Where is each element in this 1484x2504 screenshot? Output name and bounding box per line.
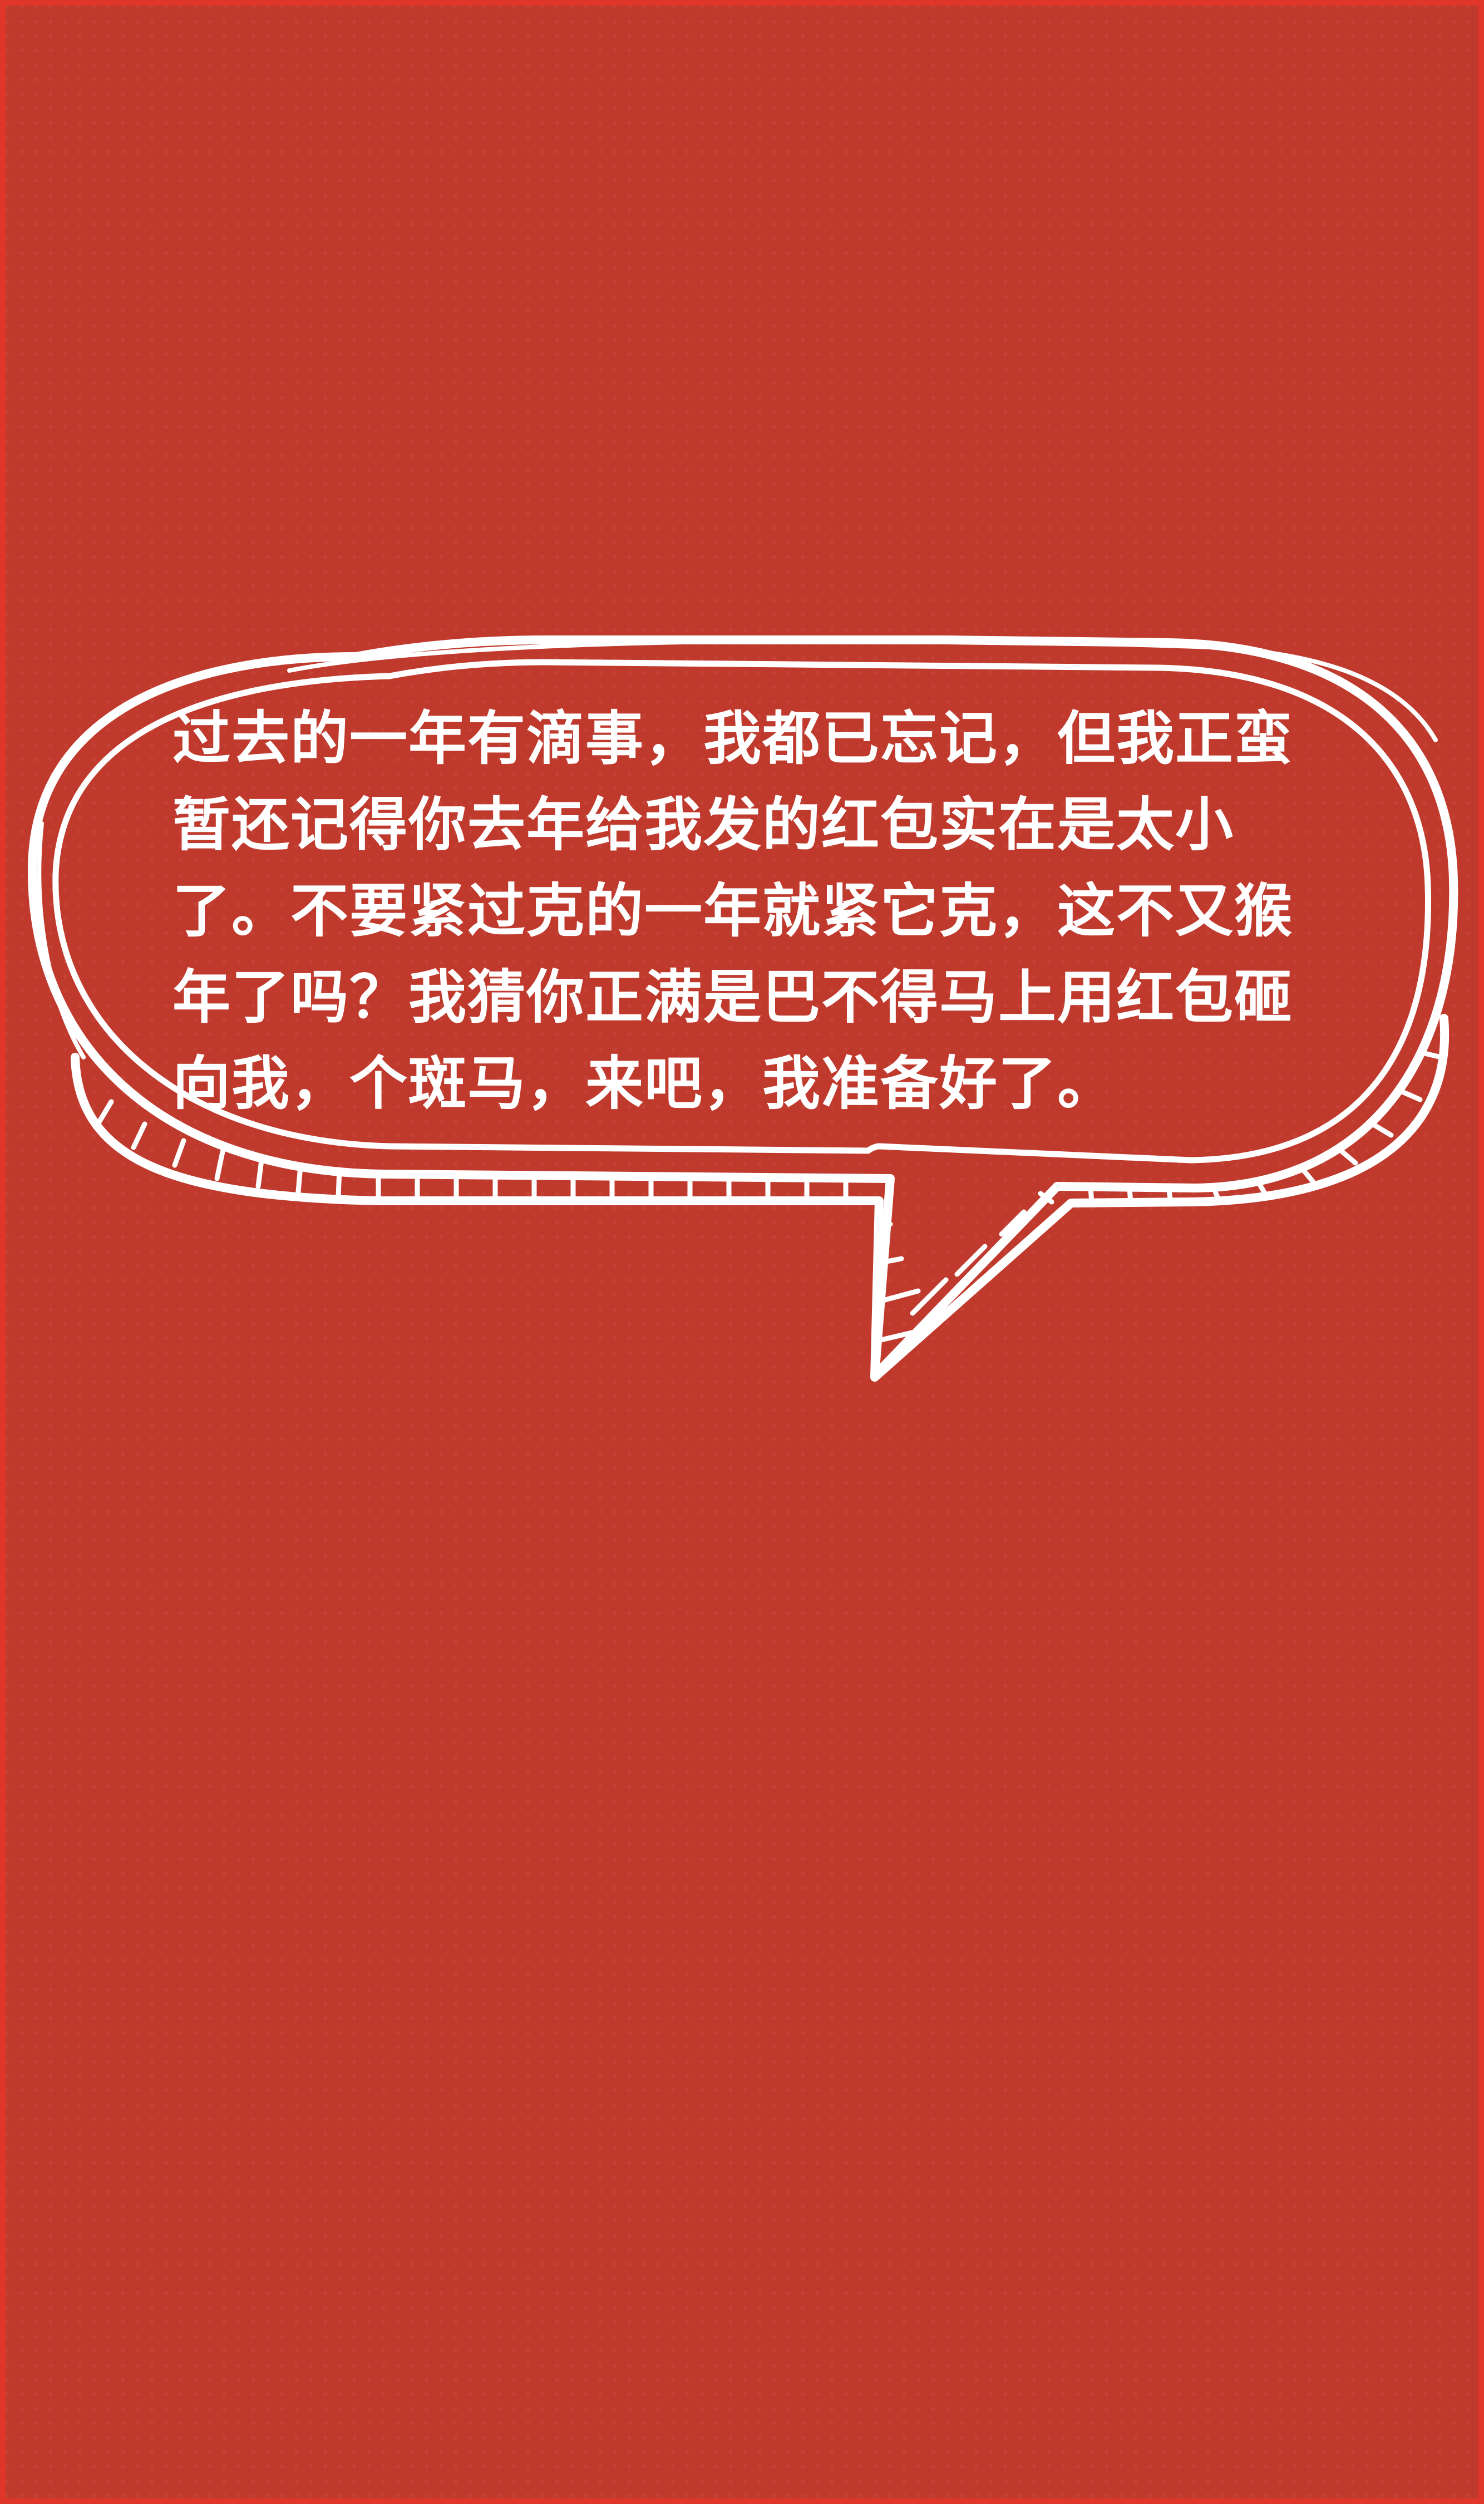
- speech-bubble-text: 过去的一年有滴事，我都已忘记，但我正蛮暂还记得你去年给我发的红包实在是太小了。不…: [172, 704, 1294, 1117]
